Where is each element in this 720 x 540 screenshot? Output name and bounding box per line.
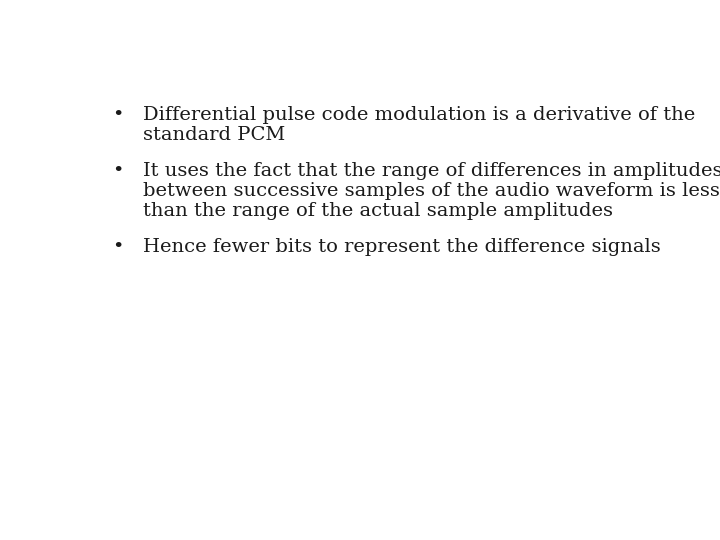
Text: Differential pulse code modulation is a derivative of the: Differential pulse code modulation is a … [143, 106, 696, 124]
Text: standard PCM: standard PCM [143, 126, 285, 144]
Text: •: • [112, 238, 124, 256]
Text: •: • [112, 106, 124, 124]
Text: It uses the fact that the range of differences in amplitudes: It uses the fact that the range of diffe… [143, 162, 720, 180]
Text: Hence fewer bits to represent the difference signals: Hence fewer bits to represent the differ… [143, 238, 661, 256]
Text: •: • [112, 162, 124, 180]
Text: between successive samples of the audio waveform is less: between successive samples of the audio … [143, 182, 720, 200]
Text: than the range of the actual sample amplitudes: than the range of the actual sample ampl… [143, 202, 613, 220]
